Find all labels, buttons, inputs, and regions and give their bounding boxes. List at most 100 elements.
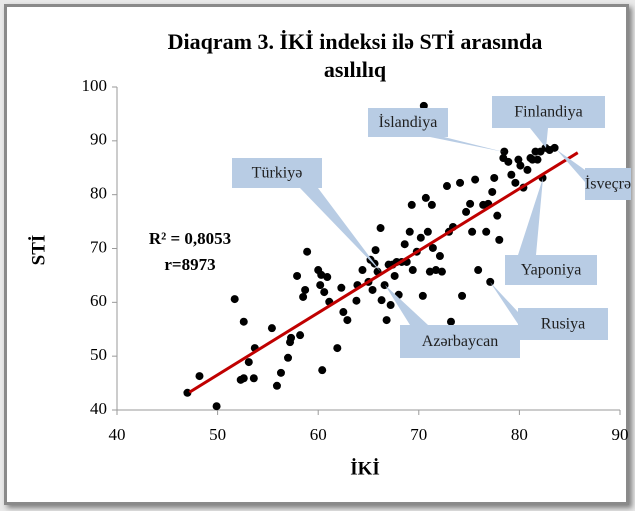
callout-box <box>368 108 448 137</box>
data-point <box>488 187 497 196</box>
data-point <box>421 193 430 202</box>
data-point <box>516 161 525 170</box>
data-point <box>437 267 446 276</box>
data-point <box>296 331 305 340</box>
data-point <box>299 292 308 301</box>
y-tick-label: 60 <box>90 291 107 310</box>
annotation: r=8973 <box>164 255 215 274</box>
callout-box <box>585 168 631 200</box>
data-point <box>408 266 417 275</box>
data-point <box>316 281 325 290</box>
x-tick-label: 90 <box>612 425 629 444</box>
data-point <box>376 224 385 233</box>
callout-pointer <box>490 282 518 324</box>
callout-pointer <box>530 128 548 148</box>
callout-label: Azərbaycan <box>422 333 498 350</box>
data-point <box>318 366 327 375</box>
callout-pointer <box>557 150 585 182</box>
data-point <box>511 178 520 187</box>
callout-box <box>492 96 605 128</box>
x-tick-label: 80 <box>511 425 528 444</box>
data-point <box>284 353 293 362</box>
data-point <box>416 233 425 242</box>
data-point <box>474 266 483 275</box>
callout-box <box>232 158 322 188</box>
data-point <box>419 101 428 110</box>
callout-box <box>518 308 608 340</box>
data-point <box>466 199 475 208</box>
data-point <box>456 178 465 187</box>
data-point <box>504 157 513 166</box>
data-point <box>339 308 348 317</box>
data-point <box>287 333 296 342</box>
data-point <box>418 291 427 300</box>
data-point <box>423 227 432 236</box>
y-tick-label: 90 <box>90 130 107 149</box>
data-point <box>323 273 332 282</box>
data-point <box>377 296 386 305</box>
data-point <box>267 324 276 333</box>
data-point <box>500 147 509 156</box>
x-axis-title: İKİ <box>350 458 380 479</box>
data-point <box>371 246 380 255</box>
data-point <box>471 175 480 184</box>
data-point <box>320 288 329 297</box>
y-tick-label: 40 <box>90 399 107 418</box>
data-point <box>435 252 444 261</box>
data-point <box>303 247 312 256</box>
data-point <box>490 173 499 182</box>
callout-box <box>400 325 520 358</box>
data-point <box>239 374 248 383</box>
data-point <box>276 368 285 377</box>
trendline <box>188 151 579 394</box>
y-tick-label: 100 <box>82 76 108 95</box>
data-point <box>405 227 414 236</box>
callout-box <box>505 255 597 285</box>
y-tick-label: 80 <box>90 184 107 203</box>
callout-label: İsveçrə <box>585 175 631 193</box>
data-point <box>368 285 377 294</box>
data-point <box>382 316 391 325</box>
data-point <box>533 155 542 164</box>
data-point <box>386 301 395 310</box>
data-point <box>352 296 361 305</box>
data-point <box>446 317 455 326</box>
y-axis-title: STİ <box>28 235 49 266</box>
callout-pointer <box>518 178 543 255</box>
y-tick-label: 70 <box>90 237 107 256</box>
data-point <box>550 143 559 152</box>
data-point <box>400 240 409 249</box>
data-point <box>337 283 346 292</box>
data-point <box>249 374 258 383</box>
data-point <box>301 285 310 294</box>
data-point <box>486 277 495 286</box>
data-point <box>230 295 239 304</box>
data-point <box>358 266 367 275</box>
annotation: R² = 0,8053 <box>149 229 231 248</box>
data-point <box>427 200 436 209</box>
x-tick-label: 50 <box>209 425 226 444</box>
data-point <box>407 200 416 209</box>
data-point <box>493 211 502 220</box>
data-point <box>425 267 434 276</box>
data-point <box>458 291 467 300</box>
data-point <box>244 358 253 367</box>
data-point <box>428 243 437 252</box>
data-point <box>507 170 516 179</box>
callout-pointer <box>385 285 428 325</box>
x-tick-label: 60 <box>310 425 327 444</box>
callout-label: Rusiya <box>541 316 585 333</box>
data-point <box>442 182 451 191</box>
data-point <box>390 271 399 280</box>
data-point <box>239 317 248 326</box>
data-point <box>317 270 326 279</box>
x-tick-label: 40 <box>109 425 126 444</box>
callout-label: Finlandiya <box>514 104 582 121</box>
callout-label: Yaponiya <box>521 262 582 279</box>
data-point <box>523 165 532 174</box>
callout-label: Türkiyə <box>252 165 303 182</box>
callout-pointer <box>300 188 381 272</box>
data-point <box>431 266 440 275</box>
